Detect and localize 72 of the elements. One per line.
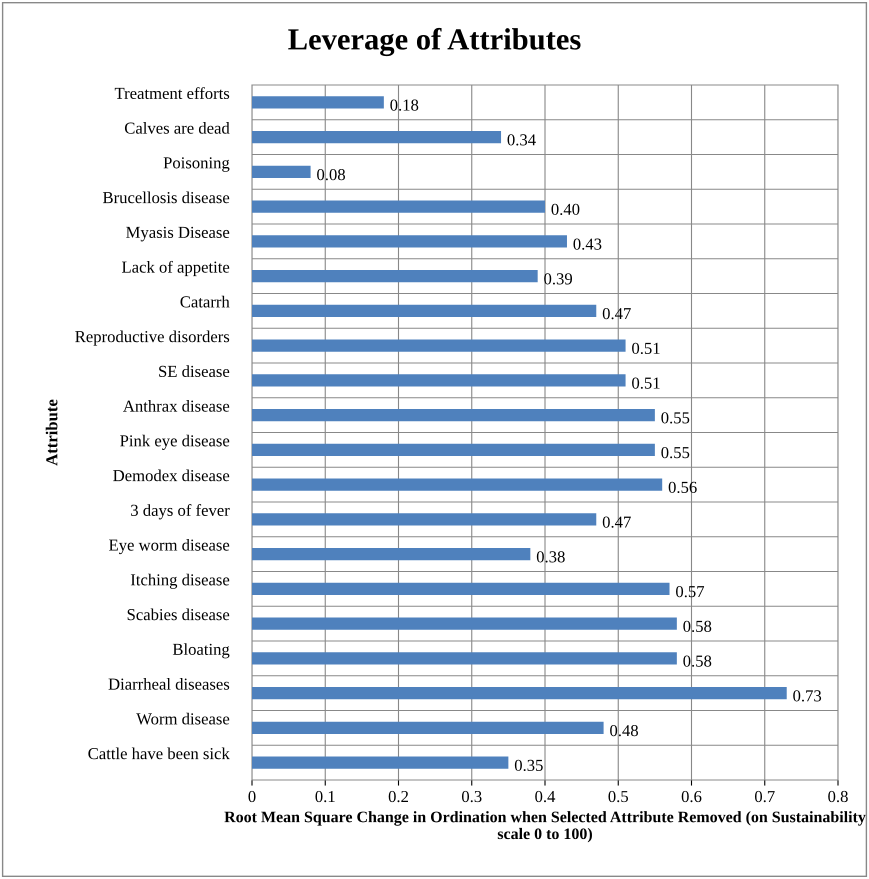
y-tick-label: Calves are dead (124, 122, 230, 134)
bar (252, 409, 655, 422)
bar (252, 618, 677, 630)
data-label: 0.47 (602, 308, 631, 320)
y-tick-label: Catarrh (180, 296, 230, 308)
bar (252, 548, 530, 560)
y-tick-label: Cattle have been sick (88, 748, 230, 760)
x-axis-title: Root Mean Square Change in Ordination when Selected Attribute Removed (on Sustainability scale 0 to 100) (224, 811, 866, 842)
data-label: 0.58 (683, 620, 712, 632)
bar (252, 756, 508, 769)
data-label: 0.40 (551, 204, 580, 216)
data-label: 0.43 (573, 238, 602, 250)
bar (252, 270, 538, 282)
y-tick-label: Diarrheal diseases (108, 678, 230, 690)
data-label: 0.58 (683, 655, 712, 667)
data-label: 0.47 (602, 516, 631, 528)
bar (252, 652, 677, 664)
bar (252, 722, 604, 734)
bar (252, 374, 626, 386)
x-tick-label: 0.6 (682, 790, 702, 802)
y-tick-label: Myasis Disease (126, 226, 230, 242)
data-label: 0.35 (514, 760, 543, 772)
x-tick-label: 0.3 (462, 790, 482, 802)
bar (252, 96, 384, 108)
x-tick-label: 0.4 (535, 790, 556, 802)
data-label: 0.39 (544, 273, 572, 285)
data-label: 0.56 (668, 482, 697, 494)
data-label: 0.55 (661, 412, 690, 424)
y-tick-label: Pink eye disease (120, 434, 230, 450)
y-tick-label: Worm disease (136, 712, 230, 725)
bar (252, 200, 545, 213)
bar (252, 235, 567, 248)
x-tick-label: 0.8 (828, 790, 848, 802)
x-tick-label: 0 (248, 790, 256, 802)
y-tick-label: Demodex disease (113, 470, 230, 482)
y-tick-label: 3 days of fever (131, 504, 230, 520)
bar (252, 478, 662, 491)
y-tick-label: Treatment efforts (114, 87, 230, 99)
bar (252, 444, 655, 456)
y-tick-label: Eye worm disease (108, 538, 230, 554)
chart-title: Leverage of Attributes (288, 28, 581, 56)
data-label: 0.51 (632, 342, 660, 354)
x-tick-label: 0.2 (388, 790, 408, 802)
bar (252, 131, 502, 144)
data-label: 0.51 (632, 377, 660, 389)
bar (252, 582, 670, 595)
bar (252, 340, 626, 352)
data-label: 0.57 (676, 586, 704, 598)
bar (252, 513, 596, 526)
y-axis-title: Attribute (46, 400, 58, 466)
y-tick-label: Lack of appetite (122, 260, 230, 276)
data-label: 0.18 (390, 99, 418, 111)
bar (252, 687, 787, 700)
x-tick-label: 0.5 (608, 790, 628, 802)
data-label: 0.38 (536, 551, 565, 563)
data-label: 0.73 (793, 690, 822, 702)
data-label: 0.34 (508, 134, 536, 146)
x-tick-label: 0.7 (754, 790, 775, 802)
y-tick-label: Scabies disease (128, 608, 230, 620)
y-tick-label: SE disease (159, 365, 230, 377)
x-tick-label: 0.1 (315, 790, 335, 802)
data-label: 0.48 (610, 724, 638, 736)
y-tick-label: Reproductive disorders (75, 330, 230, 346)
y-tick-label: Anthrax disease (123, 400, 230, 412)
y-tick-label: Poisoning (164, 157, 230, 172)
data-label: 0.55 (661, 446, 690, 458)
y-tick-label: Brucellosis disease (102, 192, 230, 204)
bar (252, 304, 596, 317)
y-tick-label: Bloating (172, 643, 230, 658)
y-tick-label: Itching disease (130, 574, 230, 589)
bar (252, 166, 311, 178)
data-label: 0.08 (317, 168, 345, 180)
